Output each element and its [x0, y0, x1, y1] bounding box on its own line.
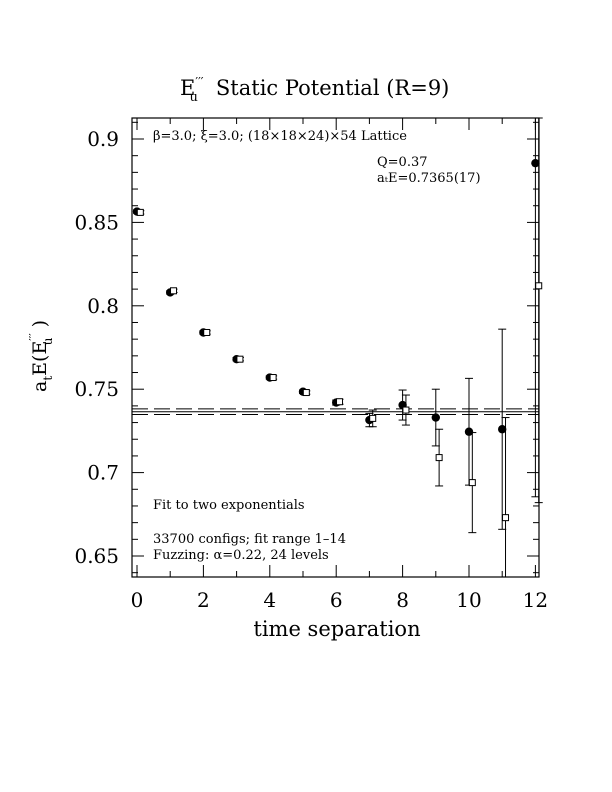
y-tick-label: 0.65 — [74, 544, 119, 568]
data-point-square — [535, 282, 543, 290]
x-axis-label: time separation — [253, 617, 420, 641]
y-axis-label: atE(E′′′u ) — [27, 320, 55, 392]
tick-labels: 0 2 4 6 8 10 12 0.65 0.7 0.75 0.8 0.85 0.9 — [74, 127, 548, 612]
ylabel-mid: E(E — [29, 341, 51, 376]
data-point-square — [369, 414, 377, 422]
annotation-fuzzing: Fuzzing: α=0.22, 24 levels — [153, 548, 329, 563]
ylabel-end: ) — [29, 320, 51, 333]
ylabel-sup: ′′′ — [27, 333, 40, 341]
ylabel-sub-t: t — [41, 376, 55, 381]
data-point-square — [170, 287, 178, 295]
ylabel-sub-u: u — [41, 337, 55, 345]
x-tick-label: 0 — [131, 588, 144, 612]
data-marks — [132, 117, 543, 578]
y-tick-label: 0.7 — [87, 461, 119, 485]
data-point-square — [435, 454, 443, 462]
data-point-square — [336, 398, 344, 406]
data-point-square — [468, 479, 476, 487]
annotation-fit: Fit to two exponentials — [153, 498, 305, 513]
data-point-circle — [498, 425, 507, 434]
data-point-square — [302, 389, 310, 397]
title-e: E — [180, 76, 195, 100]
data-point-square — [502, 514, 510, 522]
data-point-square — [136, 208, 144, 216]
title-e-sub: u — [190, 90, 198, 105]
annotation-configs: 33700 configs; fit range 1–14 — [153, 532, 346, 547]
data-point-square — [203, 328, 211, 336]
data-point-square — [236, 355, 244, 363]
y-tick-label: 0.9 — [87, 127, 119, 151]
y-tick-label: 0.8 — [87, 294, 119, 318]
y-tick-label: 0.75 — [74, 377, 119, 401]
y-tick-label: 0.85 — [74, 210, 119, 234]
annotation-ate: aₜE=0.7365(17) — [377, 171, 481, 186]
chart-title: E′′′ u Static Potential (R=9) — [180, 75, 449, 105]
data-point-circle — [464, 427, 474, 436]
x-tick-label: 8 — [396, 588, 409, 612]
data-point-circle — [431, 413, 440, 422]
axis-ticks — [132, 118, 539, 577]
x-tick-label: 10 — [456, 588, 481, 612]
fit-band — [132, 408, 539, 416]
x-tick-label: 4 — [263, 588, 276, 612]
title-e-sup: ′′′ — [195, 75, 203, 89]
data-point-square — [402, 406, 410, 414]
x-tick-label: 2 — [197, 588, 210, 612]
data-point-circle — [531, 158, 540, 168]
annotation-q: Q=0.37 — [377, 155, 428, 170]
data-point-square — [269, 374, 277, 382]
x-tick-label: 6 — [330, 588, 343, 612]
ylabel-a: a — [29, 381, 51, 392]
annotation-lattice: β=3.0; ξ=3.0; (18×18×24)×54 Lattice — [153, 129, 407, 144]
x-tick-label: 12 — [523, 588, 548, 612]
title-rest: Static Potential (R=9) — [216, 76, 449, 100]
